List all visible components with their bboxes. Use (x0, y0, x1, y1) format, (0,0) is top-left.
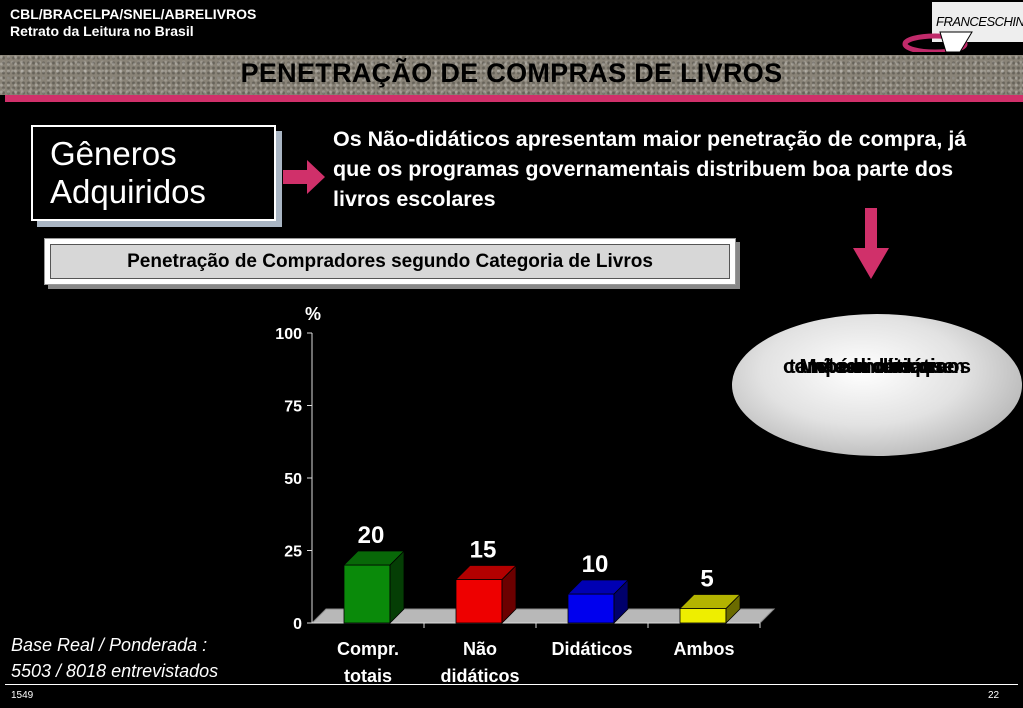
logo-text: FRANCESCHINI (936, 14, 1023, 29)
bar-top (455, 565, 517, 580)
base-note-line-1: Base Real / Ponderada : (11, 635, 208, 655)
page-number: 22 (988, 690, 1000, 701)
bar-top (343, 550, 405, 566)
header-line-2: Retrato da Leitura no Brasil (10, 23, 194, 39)
chart-title-box: Penetração de Compradores segundo Catego… (44, 238, 736, 285)
y-tick-label: 25 (284, 544, 302, 561)
franceschini-logo: FRANCESCHINI (900, 2, 1023, 52)
x-tick-label: Ambos (673, 639, 734, 659)
callout-line-3: também compram (788, 355, 966, 378)
page-title: PENETRAÇÃO DE COMPRAS DE LIVROS (240, 58, 783, 88)
callout-text: Metade dos que compram didáticos também … (732, 334, 1022, 409)
arrow-down-icon (853, 208, 889, 279)
footer-divider (5, 684, 1018, 685)
section-box: Gêneros Adquiridos (31, 125, 276, 221)
x-tick-label-line2: didáticos (440, 666, 519, 686)
section-box-text: Gêneros Adquiridos (50, 135, 206, 211)
bar-top (567, 579, 629, 595)
x-tick-label: Não (463, 639, 497, 659)
x-tick-label-line2: totais (344, 666, 392, 686)
header-text: CBL/BRACELPA/SNEL/ABRELIVROS Retrato da … (10, 6, 256, 40)
base-note-line-2: 5503 / 8018 entrevistados (11, 661, 219, 681)
callout-oval: Metade dos que compram didáticos também … (732, 314, 1022, 456)
bar (679, 608, 727, 624)
base-note: Base Real / Ponderada : 5503 / 8018 entr… (11, 632, 218, 684)
logo-swoosh-icon (902, 31, 973, 52)
title-band (0, 55, 1023, 95)
data-label: 5 (700, 566, 713, 593)
y-axis-label: % (305, 304, 321, 324)
section-line-2: Adquiridos (50, 173, 206, 210)
callout-line-4: não-didáticos (810, 355, 944, 378)
footer-code: 1549 (11, 690, 34, 701)
bar (455, 579, 503, 624)
chart-title: Penetração de Compradores segundo Catego… (50, 244, 730, 279)
y-tick-label: 0 (293, 616, 302, 633)
y-tick-label: 50 (284, 471, 302, 488)
bar-top (679, 594, 741, 609)
bar (567, 593, 615, 624)
arrow-right-icon (283, 160, 325, 194)
description-text: Os Não-didáticos apresentam maior penetr… (333, 127, 967, 211)
header-line-1: CBL/BRACELPA/SNEL/ABRELIVROS (10, 6, 257, 22)
data-label: 10 (582, 551, 609, 578)
data-label: 20 (358, 522, 385, 549)
callout-line-2: compram didáticos (783, 355, 971, 378)
y-tick-label: 100 (275, 326, 302, 343)
section-line-1: Gêneros (50, 135, 177, 172)
bar (343, 564, 391, 624)
data-label: 15 (470, 537, 497, 564)
y-tick-label: 75 (284, 399, 302, 416)
callout-line-1: Metade dos que (799, 355, 955, 378)
x-tick-label: Compr. (337, 639, 399, 659)
x-tick-label: Didáticos (551, 639, 632, 659)
title-underline (5, 95, 1023, 102)
